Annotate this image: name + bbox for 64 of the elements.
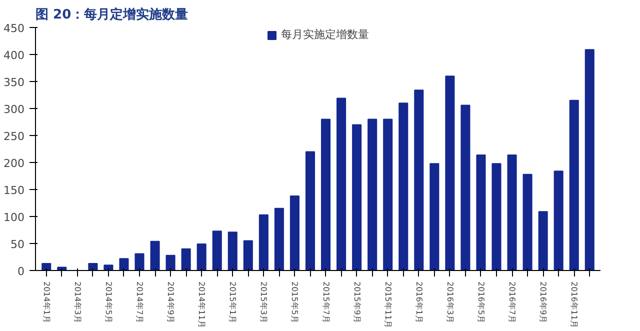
bar bbox=[290, 195, 300, 270]
y-tick-label: 400 bbox=[4, 49, 25, 62]
bar bbox=[258, 214, 268, 270]
x-tick-label: 2015年7月 bbox=[321, 282, 330, 323]
bar bbox=[507, 154, 517, 270]
bar bbox=[430, 163, 440, 270]
bar bbox=[88, 262, 98, 270]
bar bbox=[368, 118, 378, 270]
bar bbox=[352, 124, 362, 270]
x-tick-label: 2016年3月 bbox=[445, 282, 454, 323]
x-tick-label: 2015年1月 bbox=[228, 282, 238, 323]
x-tick-label: 2016年5月 bbox=[476, 282, 486, 323]
x-tick-label: 2015年5月 bbox=[290, 282, 300, 323]
bar bbox=[42, 262, 52, 270]
x-tick-label: 2016年9月 bbox=[538, 282, 548, 323]
legend-label: 每月实施定增数量 bbox=[281, 27, 369, 42]
bar bbox=[569, 100, 579, 270]
bar bbox=[398, 102, 408, 270]
bar bbox=[492, 163, 502, 270]
bar bbox=[538, 211, 548, 270]
y-tick-label: 450 bbox=[4, 22, 25, 35]
bar bbox=[196, 244, 206, 270]
x-tick-label: 2014年11月 bbox=[197, 282, 206, 328]
bar bbox=[336, 98, 346, 270]
y-tick-label: 50 bbox=[10, 238, 25, 251]
x-tick-label: 2014年5月 bbox=[104, 282, 113, 323]
y-tick-label: 300 bbox=[4, 103, 25, 116]
bar bbox=[414, 90, 424, 270]
bar bbox=[383, 118, 393, 270]
bar bbox=[522, 174, 532, 270]
bar bbox=[445, 76, 455, 270]
y-tick-label: 200 bbox=[4, 157, 25, 170]
bar bbox=[119, 258, 129, 270]
bar bbox=[228, 232, 238, 270]
x-tick-label: 2014年9月 bbox=[166, 282, 176, 323]
x-tick-label: 2016年1月 bbox=[414, 282, 424, 323]
bar bbox=[584, 49, 594, 270]
y-tick-label: 0 bbox=[18, 265, 24, 278]
y-tick-label: 250 bbox=[4, 130, 25, 143]
x-tick-label: 2014年1月 bbox=[42, 282, 51, 323]
x-tick-label: 2016年11月 bbox=[570, 282, 579, 328]
bar bbox=[320, 118, 331, 270]
bar bbox=[212, 230, 222, 270]
bar bbox=[274, 208, 284, 270]
x-tick-label: 2015年3月 bbox=[259, 282, 268, 323]
x-tick-label: 2016年7月 bbox=[508, 282, 517, 323]
x-tick-label: 2014年3月 bbox=[72, 282, 82, 323]
x-tick-label: 2015年9月 bbox=[352, 282, 362, 323]
bar bbox=[134, 253, 144, 270]
y-tick-label: 350 bbox=[4, 76, 25, 89]
y-tick-label: 150 bbox=[4, 184, 25, 197]
bar bbox=[305, 151, 316, 270]
bar bbox=[554, 170, 564, 270]
bar bbox=[460, 104, 470, 270]
bar bbox=[104, 264, 114, 270]
bar bbox=[166, 254, 176, 270]
bar bbox=[476, 154, 486, 270]
bar bbox=[150, 240, 160, 270]
x-tick-label: 2014年7月 bbox=[134, 282, 144, 323]
bar bbox=[243, 240, 253, 270]
bar bbox=[181, 248, 191, 270]
chart-title: 图 20：每月定增实施数量 bbox=[36, 6, 188, 22]
y-tick-label: 100 bbox=[4, 211, 25, 224]
x-tick-label: 2015年11月 bbox=[383, 282, 392, 328]
